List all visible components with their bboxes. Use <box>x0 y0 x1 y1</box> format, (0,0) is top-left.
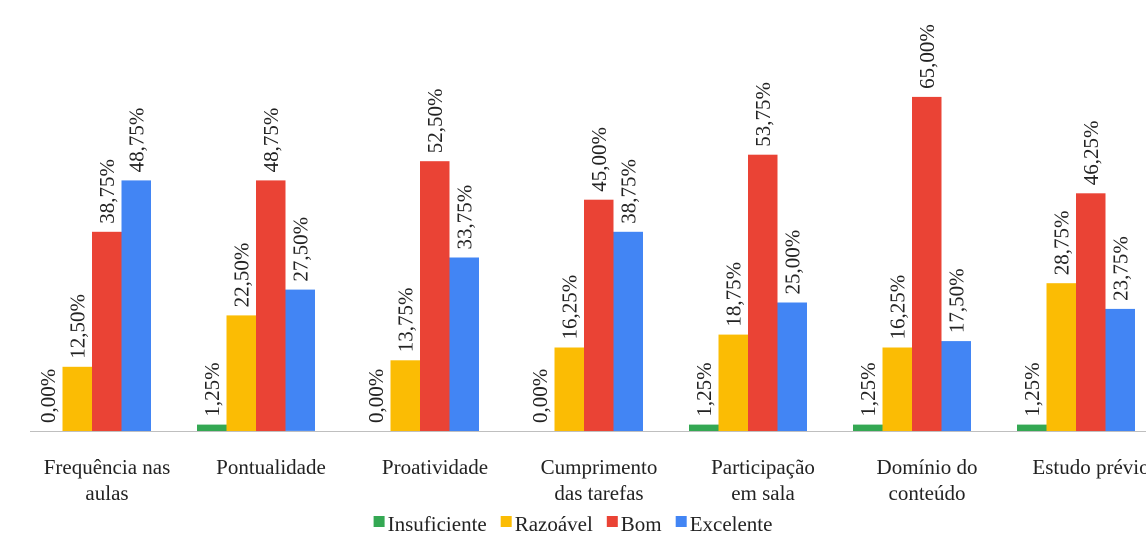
data-label: 33,75% <box>452 185 476 250</box>
bar-bom-7 <box>1076 193 1106 431</box>
legend-swatch-bom <box>606 516 618 527</box>
bar-bom-3 <box>420 161 450 431</box>
bar-insuficiente-7 <box>1017 424 1047 431</box>
category-label: das tarefas <box>554 481 643 505</box>
legend-swatch-insuficiente <box>373 516 385 527</box>
data-label: 52,50% <box>423 88 447 153</box>
bar-bom-5 <box>748 154 778 431</box>
bar-razoavel-4 <box>554 347 584 431</box>
category-label: Cumprimento <box>541 455 658 479</box>
bar-excelente-2 <box>285 289 315 431</box>
data-label: 12,50% <box>65 294 89 359</box>
data-label: 65,00% <box>915 24 939 89</box>
bar-insuficiente-6 <box>853 424 883 431</box>
data-label: 48,75% <box>124 108 148 173</box>
category-label: Domínio do <box>877 455 978 479</box>
bar-insuficiente-5 <box>689 424 719 431</box>
category-label: Pontualidade <box>216 455 326 479</box>
data-label: 25,00% <box>780 230 804 295</box>
data-label: 27,50% <box>288 217 312 282</box>
data-label: 18,75% <box>721 262 745 327</box>
legend-label: Razoável <box>515 512 593 536</box>
bar-razoavel-2 <box>226 315 256 431</box>
data-label: 17,50% <box>944 268 968 333</box>
data-label: 0,00% <box>364 369 388 423</box>
data-label: 22,50% <box>229 243 253 308</box>
data-label: 23,75% <box>1108 236 1132 301</box>
category-label: Participação <box>711 455 815 479</box>
data-label: 46,25% <box>1079 121 1103 186</box>
legend-swatch-excelente <box>675 516 687 527</box>
data-label: 1,25% <box>856 362 880 416</box>
data-label: 38,75% <box>616 159 640 224</box>
data-label: 53,75% <box>751 82 775 147</box>
bar-excelente-4 <box>613 231 643 431</box>
category-label: aulas <box>85 481 128 505</box>
data-labels-layer: 0,00%12,50%38,75%48,75%1,25%22,50%48,75%… <box>36 24 1133 423</box>
bar-razoavel-3 <box>390 360 420 431</box>
bar-excelente-6 <box>941 341 971 431</box>
bar-bom-4 <box>584 199 614 431</box>
legend-label: Excelente <box>690 512 773 536</box>
data-label: 1,25% <box>692 362 716 416</box>
bar-excelente-1 <box>121 180 151 431</box>
legend: Insuficiente Razoável Bom Excelente <box>373 512 773 536</box>
data-label: 16,25% <box>557 275 581 340</box>
data-label: 0,00% <box>36 369 60 423</box>
bars-layer <box>62 96 1135 432</box>
bar-razoavel-1 <box>62 366 92 432</box>
data-label: 45,00% <box>587 127 611 192</box>
data-label: 1,25% <box>200 362 224 416</box>
bar-bom-2 <box>256 180 286 431</box>
legend-label: Bom <box>621 512 662 536</box>
bar-razoavel-7 <box>1046 283 1076 431</box>
category-label: Frequência nas <box>44 455 171 479</box>
category-label: Estudo prévio <box>1032 455 1146 479</box>
data-label: 38,75% <box>95 159 119 224</box>
bar-excelente-3 <box>449 257 479 431</box>
bar-excelente-5 <box>777 302 807 431</box>
bar-bom-1 <box>92 231 122 431</box>
bar-razoavel-6 <box>882 347 912 431</box>
legend-swatch-razoavel <box>500 516 512 527</box>
data-label: 13,75% <box>393 288 417 353</box>
data-label: 16,25% <box>885 275 909 340</box>
category-label: em sala <box>731 481 795 505</box>
data-label: 48,75% <box>259 108 283 173</box>
legend-label: Insuficiente <box>388 512 487 536</box>
data-label: 0,00% <box>528 369 552 423</box>
bar-bom-6 <box>912 96 942 432</box>
data-label: 1,25% <box>1020 362 1044 416</box>
category-label: Proatividade <box>382 455 488 479</box>
category-label: conteúdo <box>889 481 966 505</box>
bar-excelente-7 <box>1105 308 1135 431</box>
bar-razoavel-5 <box>718 334 748 431</box>
bar-insuficiente-2 <box>197 424 227 431</box>
data-label: 28,75% <box>1049 210 1073 275</box>
